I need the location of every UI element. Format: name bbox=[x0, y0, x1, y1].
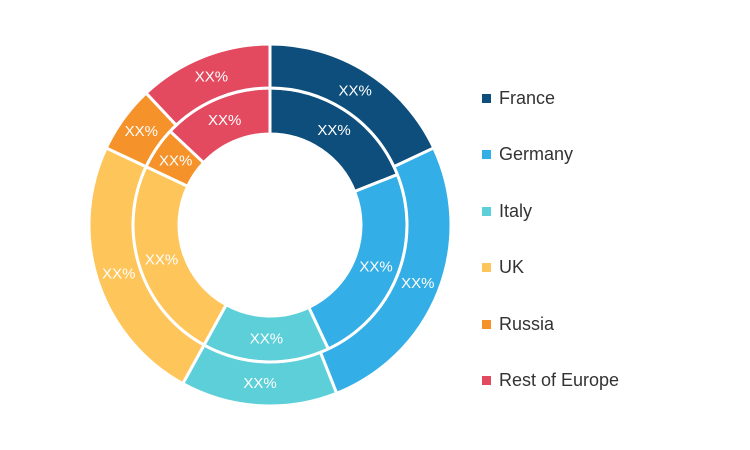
legend-item-russia: Russia bbox=[482, 296, 619, 353]
outer-ring-label-uk: XX% bbox=[102, 266, 135, 283]
inner-ring-label-france: XX% bbox=[317, 122, 350, 139]
legend-label: Germany bbox=[499, 144, 574, 165]
outer-ring-slice-rest-of-europe bbox=[143, 42, 272, 128]
inner-ring-label-italy: XX% bbox=[250, 330, 283, 347]
outer-ring-label-france: XX% bbox=[339, 82, 372, 99]
outer-ring-label-germany: XX% bbox=[401, 275, 434, 292]
legend-swatch bbox=[482, 376, 491, 386]
legend-item-rest-of-europe: Rest of Europe bbox=[482, 353, 619, 410]
legend-label: France bbox=[499, 87, 556, 108]
outer-ring-label-italy: XX% bbox=[243, 375, 276, 392]
legend: France Germany Italy UK Russia Rest of E… bbox=[482, 70, 619, 409]
legend-item-france: France bbox=[482, 70, 619, 127]
legend-swatch bbox=[482, 263, 491, 273]
inner-ring-label-russia: XX% bbox=[159, 152, 192, 169]
legend-swatch bbox=[482, 319, 491, 329]
legend-label: Italy bbox=[499, 200, 533, 221]
legend-item-uk: UK bbox=[482, 240, 619, 297]
outer-ring-label-russia: XX% bbox=[125, 123, 158, 140]
inner-ring-label-uk: XX% bbox=[145, 252, 178, 269]
legend-swatch bbox=[482, 93, 491, 103]
inner-ring-label-rest-of-europe: XX% bbox=[208, 112, 241, 129]
legend-label: Rest of Europe bbox=[499, 370, 620, 391]
legend-swatch bbox=[482, 206, 491, 216]
outer-ring-label-rest-of-europe: XX% bbox=[195, 69, 228, 86]
inner-ring-label-germany: XX% bbox=[359, 258, 392, 275]
legend-item-italy: Italy bbox=[482, 183, 619, 240]
legend-swatch bbox=[482, 150, 491, 160]
legend-item-germany: Germany bbox=[482, 127, 619, 184]
legend-label: UK bbox=[499, 257, 525, 278]
legend-label: Russia bbox=[499, 313, 555, 334]
